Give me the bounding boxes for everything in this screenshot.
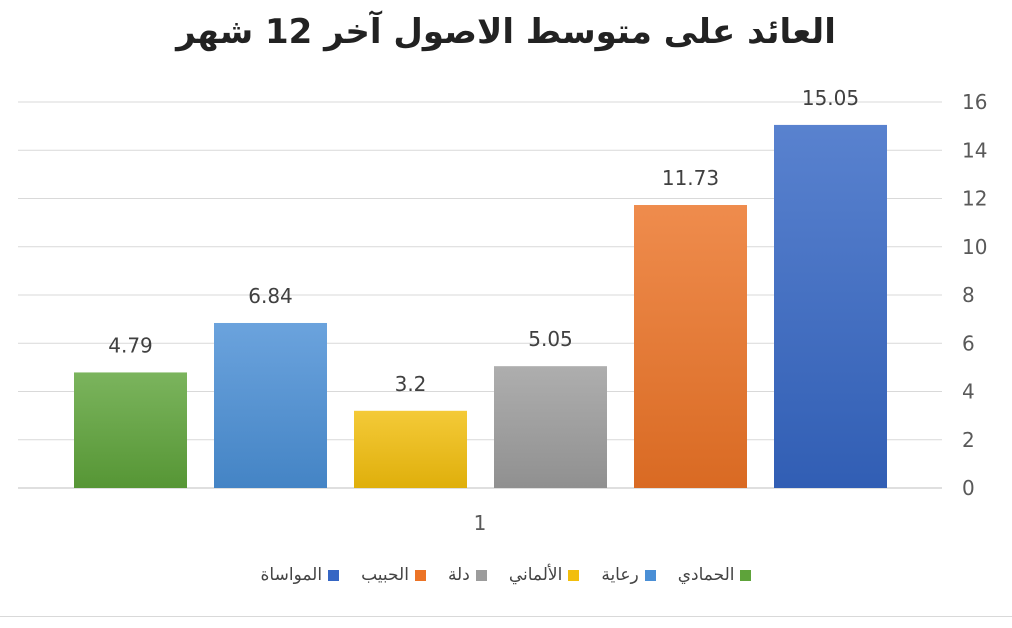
legend-swatch bbox=[475, 569, 487, 581]
legend-item: الألماني bbox=[509, 565, 580, 585]
data-label: 15.05 bbox=[802, 86, 859, 110]
y-tick-label: 16 bbox=[962, 90, 987, 114]
legend-label: الحمادي bbox=[677, 565, 735, 585]
data-label: 11.73 bbox=[662, 166, 719, 190]
y-tick-label: 0 bbox=[962, 476, 975, 500]
legend-item: رعاية bbox=[601, 565, 656, 585]
bar bbox=[214, 322, 327, 488]
legend-item: الحمادي bbox=[678, 565, 752, 585]
data-labels: 4.79 6.84 3.2 5.05 11.73 15.05 bbox=[108, 86, 859, 396]
data-label: 3.2 bbox=[395, 372, 427, 396]
y-axis-ticks: 0 2 4 6 8 10 12 14 16 bbox=[962, 90, 987, 500]
y-tick-label: 14 bbox=[962, 138, 987, 162]
data-label: 6.84 bbox=[248, 284, 293, 308]
legend-item: دلة bbox=[448, 565, 487, 585]
data-label: 5.05 bbox=[528, 327, 573, 351]
bar bbox=[634, 205, 747, 489]
chart-title: العائد على متوسط الاصول آخر 12 شهر bbox=[176, 12, 836, 52]
bar bbox=[774, 124, 887, 488]
bar bbox=[354, 410, 467, 488]
legend-item: المواساة bbox=[261, 565, 340, 585]
y-tick-label: 12 bbox=[962, 187, 987, 211]
legend-label: الألماني bbox=[508, 565, 563, 585]
y-tick-label: 4 bbox=[962, 380, 975, 404]
bar bbox=[494, 366, 607, 488]
y-tick-label: 8 bbox=[962, 283, 975, 307]
legend-swatch bbox=[644, 569, 656, 581]
legend-swatch bbox=[328, 569, 340, 581]
legend-swatch bbox=[568, 569, 580, 581]
bars bbox=[74, 124, 887, 489]
legend-label: الحبيب bbox=[361, 565, 409, 585]
y-tick-label: 10 bbox=[962, 235, 987, 259]
y-tick-label: 2 bbox=[962, 428, 975, 452]
bottom-divider bbox=[0, 616, 1012, 617]
data-label: 4.79 bbox=[108, 333, 153, 357]
bar bbox=[74, 372, 187, 488]
legend: الحمادي رعاية الألماني دلة الحبيب المواساة bbox=[0, 565, 1012, 585]
x-tick-label: 1 bbox=[474, 511, 487, 535]
legend-swatch bbox=[740, 569, 752, 581]
legend-label: المواساة bbox=[260, 565, 323, 585]
legend-swatch bbox=[414, 569, 426, 581]
y-tick-label: 6 bbox=[962, 331, 975, 355]
legend-label: رعاية bbox=[601, 565, 639, 585]
legend-label: دلة bbox=[447, 565, 470, 585]
x-axis-ticks: 1 bbox=[474, 511, 487, 535]
legend-item: الحبيب bbox=[361, 565, 426, 585]
